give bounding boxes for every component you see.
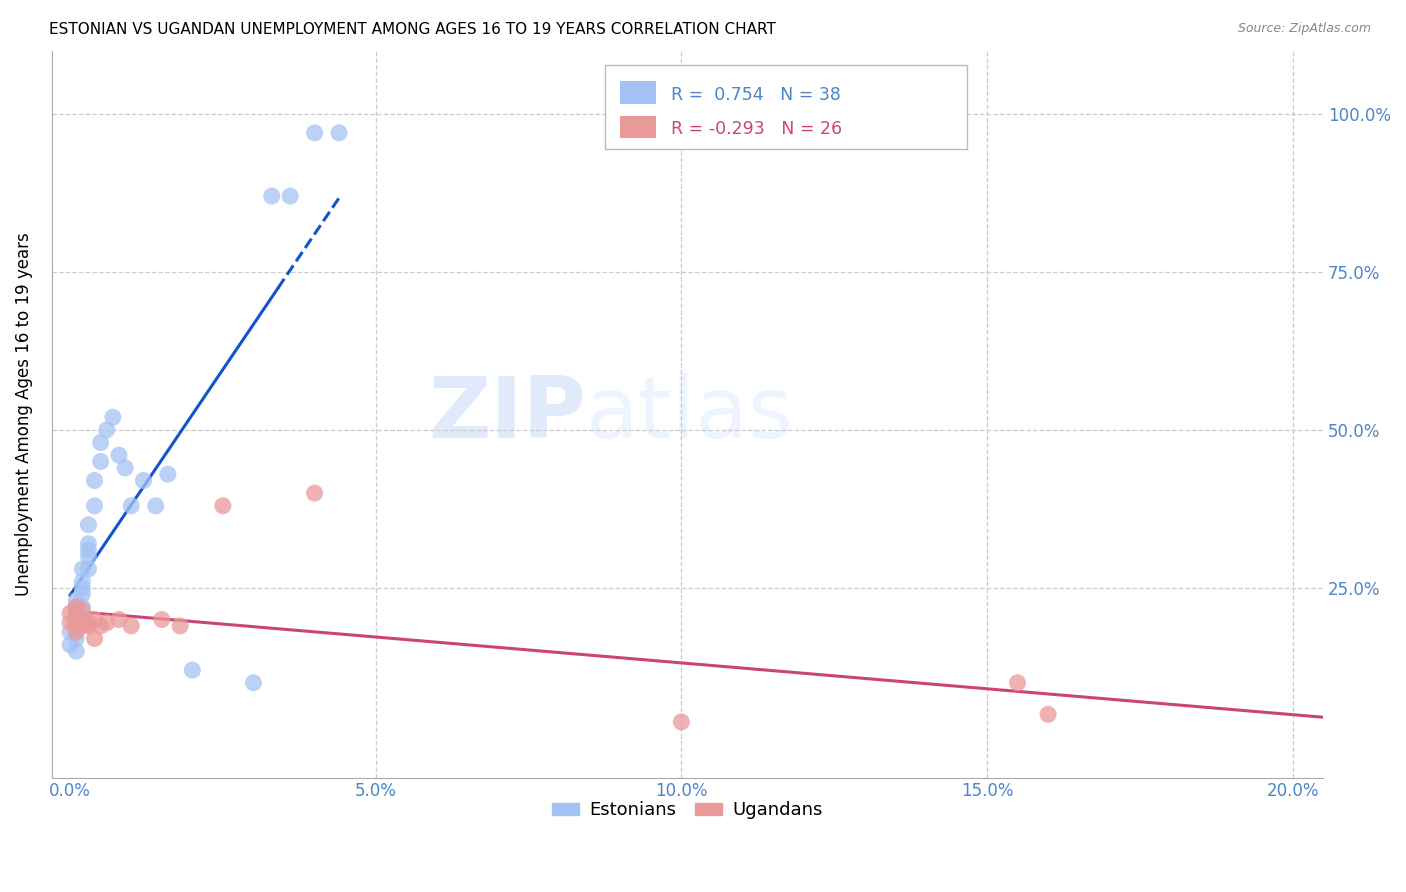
- FancyBboxPatch shape: [620, 116, 655, 138]
- Point: [181, 663, 204, 677]
- Point: [90, 454, 112, 468]
- Point: [108, 448, 131, 462]
- Point: [59, 606, 82, 620]
- Point: [83, 474, 105, 488]
- Point: [72, 587, 94, 601]
- Point: [304, 486, 326, 500]
- Point: [72, 574, 94, 589]
- Point: [169, 619, 191, 633]
- Text: Source: ZipAtlas.com: Source: ZipAtlas.com: [1237, 22, 1371, 36]
- Point: [72, 619, 94, 633]
- Point: [65, 615, 87, 630]
- Point: [59, 615, 82, 630]
- Point: [65, 644, 87, 658]
- Point: [83, 613, 105, 627]
- Point: [72, 603, 94, 617]
- Point: [65, 632, 87, 646]
- Point: [77, 619, 100, 633]
- Point: [304, 126, 326, 140]
- Point: [72, 613, 94, 627]
- Point: [77, 537, 100, 551]
- Point: [83, 632, 105, 646]
- Point: [72, 562, 94, 576]
- Point: [278, 189, 301, 203]
- Point: [120, 619, 142, 633]
- Text: R =  0.754   N = 38: R = 0.754 N = 38: [671, 86, 841, 104]
- Point: [77, 615, 100, 630]
- Point: [101, 410, 124, 425]
- Point: [65, 619, 87, 633]
- Point: [156, 467, 179, 482]
- Point: [59, 625, 82, 640]
- FancyBboxPatch shape: [620, 81, 655, 103]
- Point: [65, 599, 87, 614]
- Point: [114, 460, 136, 475]
- Point: [77, 517, 100, 532]
- Point: [120, 499, 142, 513]
- Point: [328, 126, 350, 140]
- Point: [96, 615, 118, 630]
- Point: [83, 499, 105, 513]
- Text: ZIP: ZIP: [427, 373, 586, 456]
- Text: R = -0.293   N = 26: R = -0.293 N = 26: [671, 120, 842, 138]
- Point: [59, 638, 82, 652]
- Point: [212, 499, 235, 513]
- Legend: Estonians, Ugandans: Estonians, Ugandans: [544, 794, 831, 827]
- Point: [77, 549, 100, 564]
- Point: [77, 543, 100, 558]
- Point: [145, 499, 167, 513]
- Point: [65, 613, 87, 627]
- Text: atlas: atlas: [586, 373, 794, 456]
- Point: [90, 619, 112, 633]
- Point: [72, 581, 94, 595]
- Point: [72, 599, 94, 614]
- Point: [72, 615, 94, 630]
- Point: [96, 423, 118, 437]
- Point: [1036, 707, 1059, 722]
- Point: [65, 625, 87, 640]
- Point: [72, 615, 94, 630]
- Point: [1007, 675, 1029, 690]
- Point: [150, 613, 173, 627]
- Text: ESTONIAN VS UGANDAN UNEMPLOYMENT AMONG AGES 16 TO 19 YEARS CORRELATION CHART: ESTONIAN VS UGANDAN UNEMPLOYMENT AMONG A…: [49, 22, 776, 37]
- Point: [65, 593, 87, 607]
- Point: [77, 562, 100, 576]
- Point: [65, 613, 87, 627]
- Point: [260, 189, 283, 203]
- Point: [242, 675, 264, 690]
- Y-axis label: Unemployment Among Ages 16 to 19 years: Unemployment Among Ages 16 to 19 years: [15, 232, 32, 596]
- Point: [65, 606, 87, 620]
- Point: [671, 714, 693, 729]
- Point: [65, 599, 87, 614]
- Point: [132, 474, 155, 488]
- Point: [77, 615, 100, 630]
- Point: [108, 613, 131, 627]
- Point: [90, 435, 112, 450]
- FancyBboxPatch shape: [605, 65, 967, 149]
